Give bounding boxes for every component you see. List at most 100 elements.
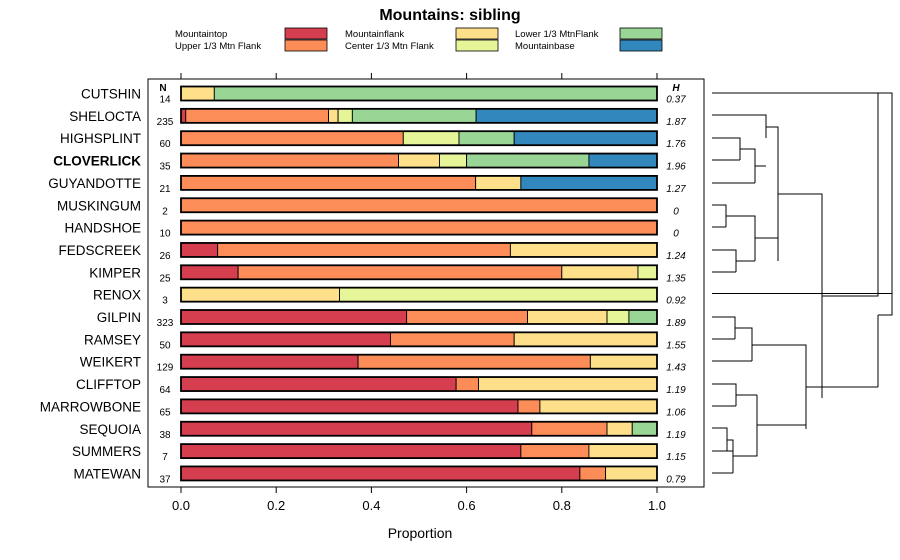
bar-segment-center-1-3-mtn-flank [637,264,658,280]
series-label-renox: RENOX [93,288,141,303]
series-label-marrowbone: MARROWBONE [40,399,141,414]
series-label-cutshin: CUTSHIN [81,87,141,102]
legend-swatch-center-1-3-mtn-flank [455,39,499,52]
bar-outline [180,331,658,348]
bar-segment-mountainbase [588,153,658,169]
bar-segment-upper-1-3-mtn-flank [517,398,541,414]
bar-segment-upper-1-3-mtn-flank [531,421,608,437]
n-value: 3 [162,296,168,307]
dendrogram-branch [712,137,741,160]
bar-segment-upper-1-3-mtn-flank [520,443,590,459]
row-handshoe: HANDSHOE 10 0 [64,219,679,240]
n-value: 7 [162,452,168,463]
dendrogram-branch [712,316,736,339]
bar-outline [180,152,658,169]
h-value: 1.06 [666,407,686,418]
n-value: 38 [159,430,171,441]
dendrogram [712,92,893,474]
dendrogram-branch [822,93,879,297]
dendrogram-branch [766,126,779,261]
dendrogram-branch [712,114,767,138]
bar-segment-mountainbase [475,108,658,124]
h-value: 0.37 [666,95,686,106]
h-value: 1.96 [666,162,686,173]
bar-segment-mountainflank [475,175,522,191]
x-axis: 0.0 0.2 0.4 0.6 0.8 1.0 [172,73,666,513]
bar-segment-mountainflank [328,108,339,124]
row-weikert: WEIKERT 129 1.43 [80,353,686,374]
x-tick-label: 0.8 [553,498,571,513]
row-summers: SUMMERS 7 1.15 [72,443,686,463]
n-value: 10 [159,229,171,240]
bar-segment-center-1-3-mtn-flank [337,108,353,124]
bar-outline [180,465,658,482]
bar-segment-center-1-3-mtn-flank [439,153,468,169]
series-label-handshoe: HANDSHOE [64,221,141,236]
bar-segment-upper-1-3-mtn-flank [406,309,528,325]
bar-outline [180,286,658,303]
bar-segment-mountaintop [180,376,457,392]
bar-segment-mountaintop [180,421,533,437]
row-cloverlick: CLOVERLICK 35 1.96 [53,152,686,173]
dendrogram-branch [712,92,893,294]
series-label-ramsey: RAMSEY [84,332,141,347]
h-value: 0.92 [666,296,686,307]
n-value: 64 [159,385,171,396]
bar-segment-mountainflank [605,466,658,481]
series-label-gilpin: GILPIN [97,310,141,325]
bar-segment-mountainflank [588,443,658,459]
dendrogram-branch [740,148,756,183]
row-clifftop: CLIFFTOP 64 1.19 [76,376,686,396]
bar-segment-mountainbase [513,130,658,146]
row-renox: RENOX 3 0.92 [93,286,686,307]
bar-segment-lower-1-3-mtnflank [466,153,590,169]
bar-segment-mountaintop [180,242,219,258]
n-column-header: N [159,83,166,94]
h-value: 1.19 [666,385,686,396]
bar-segment-upper-1-3-mtn-flank [237,264,563,280]
bar-segment-mountainflank [180,86,215,101]
bar-outline [180,174,658,191]
x-tick-label: 1.0 [648,498,666,513]
bar-segment-mountaintop [180,354,359,370]
dendrogram-branch [727,439,734,473]
n-value: 129 [157,363,174,374]
n-value: 26 [159,251,171,262]
bar-segment-mountainflank [478,376,658,392]
chart-title: Mountains: sibling [379,7,520,24]
h-value: 1.15 [666,452,686,463]
n-value: 50 [159,340,171,351]
bar-segment-mountainflank [527,309,608,325]
dendrogram-branch [712,427,728,451]
bar-segment-center-1-3-mtn-flank [402,130,460,146]
series-label-guyandotte: GUYANDOTTE [48,176,141,191]
series-label-summers: SUMMERS [72,444,141,459]
n-value: 21 [159,184,171,195]
series-label-muskingum: MUSKINGUM [57,198,141,213]
bar-segment-lower-1-3-mtnflank [628,309,658,325]
dendrogram-branch [752,344,807,429]
plot-frame [147,78,705,488]
n-value: 2 [162,206,168,217]
row-sequoia: SEQUOIA 38 1.19 [79,420,686,441]
h-column-header: H [672,83,680,94]
bar-segment-mountainflank [561,264,639,280]
x-tick-label: 0.0 [172,498,190,513]
n-value: 14 [159,95,171,106]
dendrogram-branch [712,249,737,272]
h-value: 1.55 [666,340,686,351]
legend-label-center-1-3-mtn-flank: Center 1/3 Mtn Flank [345,41,434,52]
dendrogram-branch [735,327,753,361]
bar-outline [180,398,658,415]
bar-segment-mountainflank [539,398,658,414]
h-value: 0 [673,229,679,240]
bar-segment-upper-1-3-mtn-flank [180,220,658,236]
x-tick-label: 0.2 [267,498,285,513]
dendrogram-branch [726,215,756,261]
row-marrowbone: MARROWBONE 65 1.06 [40,398,686,418]
bar-segment-upper-1-3-mtn-flank [455,376,479,392]
legend-swatch-upper-1-3-mtn-flank [284,39,328,52]
series-label-cloverlick: CLOVERLICK [53,154,141,169]
row-muskingum: MUSKINGUM 2 0 [57,197,679,217]
